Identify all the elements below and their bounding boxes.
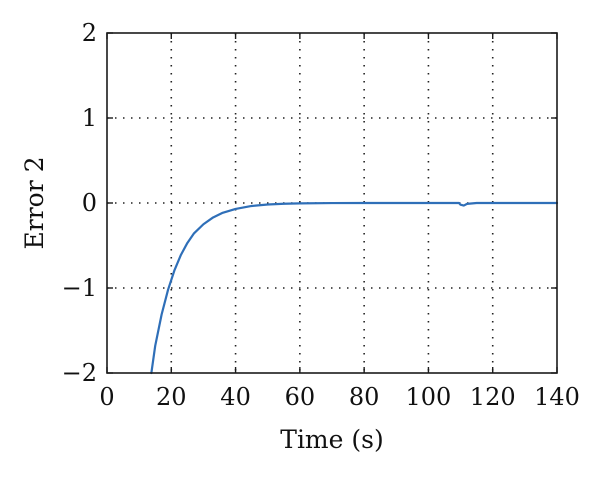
x-tick-labels: 0 20 40 60 80 100 120 140	[99, 383, 580, 411]
x-tick-label: 0	[99, 383, 114, 411]
x-tick-label: 120	[470, 383, 516, 411]
y-tick-label: −2	[62, 359, 97, 387]
y-axis-title: Error 2	[20, 156, 49, 249]
x-tick-label: 140	[534, 383, 580, 411]
x-tick-label: 60	[285, 383, 316, 411]
y-tick-label: 0	[82, 189, 97, 217]
x-tick-label: 80	[349, 383, 380, 411]
x-tick-label: 40	[220, 383, 251, 411]
y-tick-label: −1	[62, 274, 97, 302]
series-line-0	[150, 201, 559, 375]
x-tick-label: 20	[156, 383, 187, 411]
series-layer	[150, 201, 559, 375]
x-tick-label: 100	[406, 383, 452, 411]
y-tick-labels: −2 −1 0 1 2	[62, 19, 97, 387]
plot-area-frame	[106, 32, 558, 374]
y-tick-label: 1	[82, 104, 97, 132]
y-tick-label: 2	[82, 19, 97, 47]
x-axis-title: Time (s)	[280, 425, 383, 454]
